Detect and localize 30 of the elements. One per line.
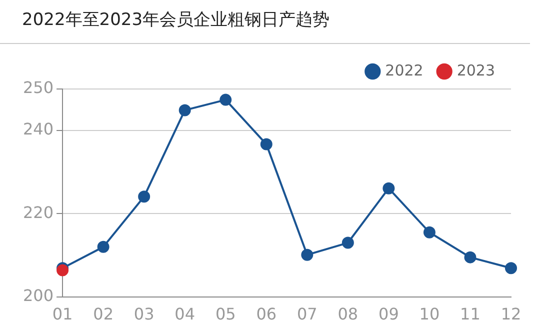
point bbox=[464, 251, 476, 264]
point bbox=[178, 104, 191, 116]
x-tick-label: 07 bbox=[296, 304, 318, 324]
x-tick-label: 01 bbox=[52, 304, 73, 324]
point bbox=[138, 190, 150, 203]
y-tick-label: 240 bbox=[22, 120, 54, 139]
y-tick-label: 200 bbox=[22, 286, 54, 305]
x-tick-label: 02 bbox=[93, 304, 114, 324]
legend-label: 2023 bbox=[456, 61, 496, 80]
point bbox=[301, 248, 314, 261]
x-tick-label: 04 bbox=[174, 304, 196, 324]
x-tick-label: 06 bbox=[256, 304, 277, 324]
x-tick-label: 09 bbox=[378, 304, 399, 324]
point bbox=[97, 240, 110, 253]
x-tick-label: 10 bbox=[419, 304, 440, 324]
x-tick-label: 11 bbox=[460, 304, 480, 324]
chart-title: 2022年至2023年会员企业粗钢日产趋势 bbox=[0, 0, 530, 44]
y-tick-label: 250 bbox=[22, 78, 54, 98]
point bbox=[423, 226, 436, 238]
point bbox=[342, 236, 354, 249]
point bbox=[505, 262, 517, 274]
point bbox=[382, 182, 395, 194]
x-tick-label: 08 bbox=[338, 304, 358, 324]
point bbox=[260, 138, 272, 150]
y-tick-label: 220 bbox=[22, 202, 54, 222]
point bbox=[220, 94, 232, 106]
x-tick-label: 12 bbox=[500, 304, 522, 324]
x-tick-label: 05 bbox=[215, 304, 236, 324]
legend-label: 2022 bbox=[385, 61, 424, 80]
x-tick-label: 03 bbox=[134, 304, 154, 324]
